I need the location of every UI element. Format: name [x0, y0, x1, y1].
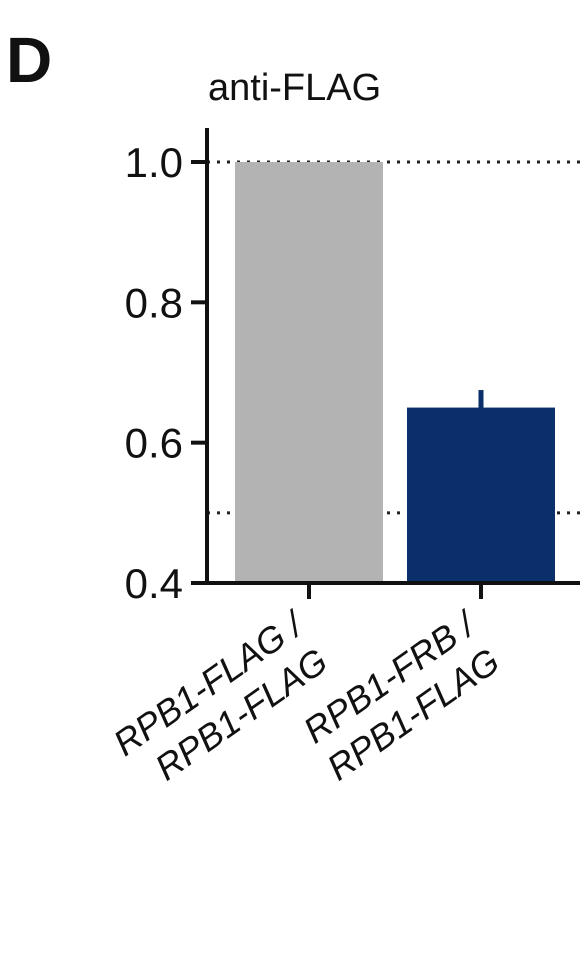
y-ticks: 1.0 0.8 0.6 0.4: [125, 139, 207, 607]
bars: [235, 162, 555, 583]
y-tick-label-2: 0.6: [125, 420, 183, 467]
chart-title: anti-FLAG: [208, 67, 381, 109]
y-tick-label-1: 0.8: [125, 279, 183, 326]
x-tick-label-1: RPB1-FRB /RPB1-FLAG: [294, 602, 510, 789]
y-tick-label-0: 1.0: [125, 139, 183, 186]
bar-0: [235, 162, 383, 583]
axes: [205, 128, 580, 585]
y-tick-label-3: 0.4: [125, 560, 183, 607]
bar-1: [407, 407, 555, 583]
x-tick-label-0: RPB1-FLAG /RPB1-FLAG: [106, 602, 338, 800]
panel-letter: D: [6, 24, 52, 96]
